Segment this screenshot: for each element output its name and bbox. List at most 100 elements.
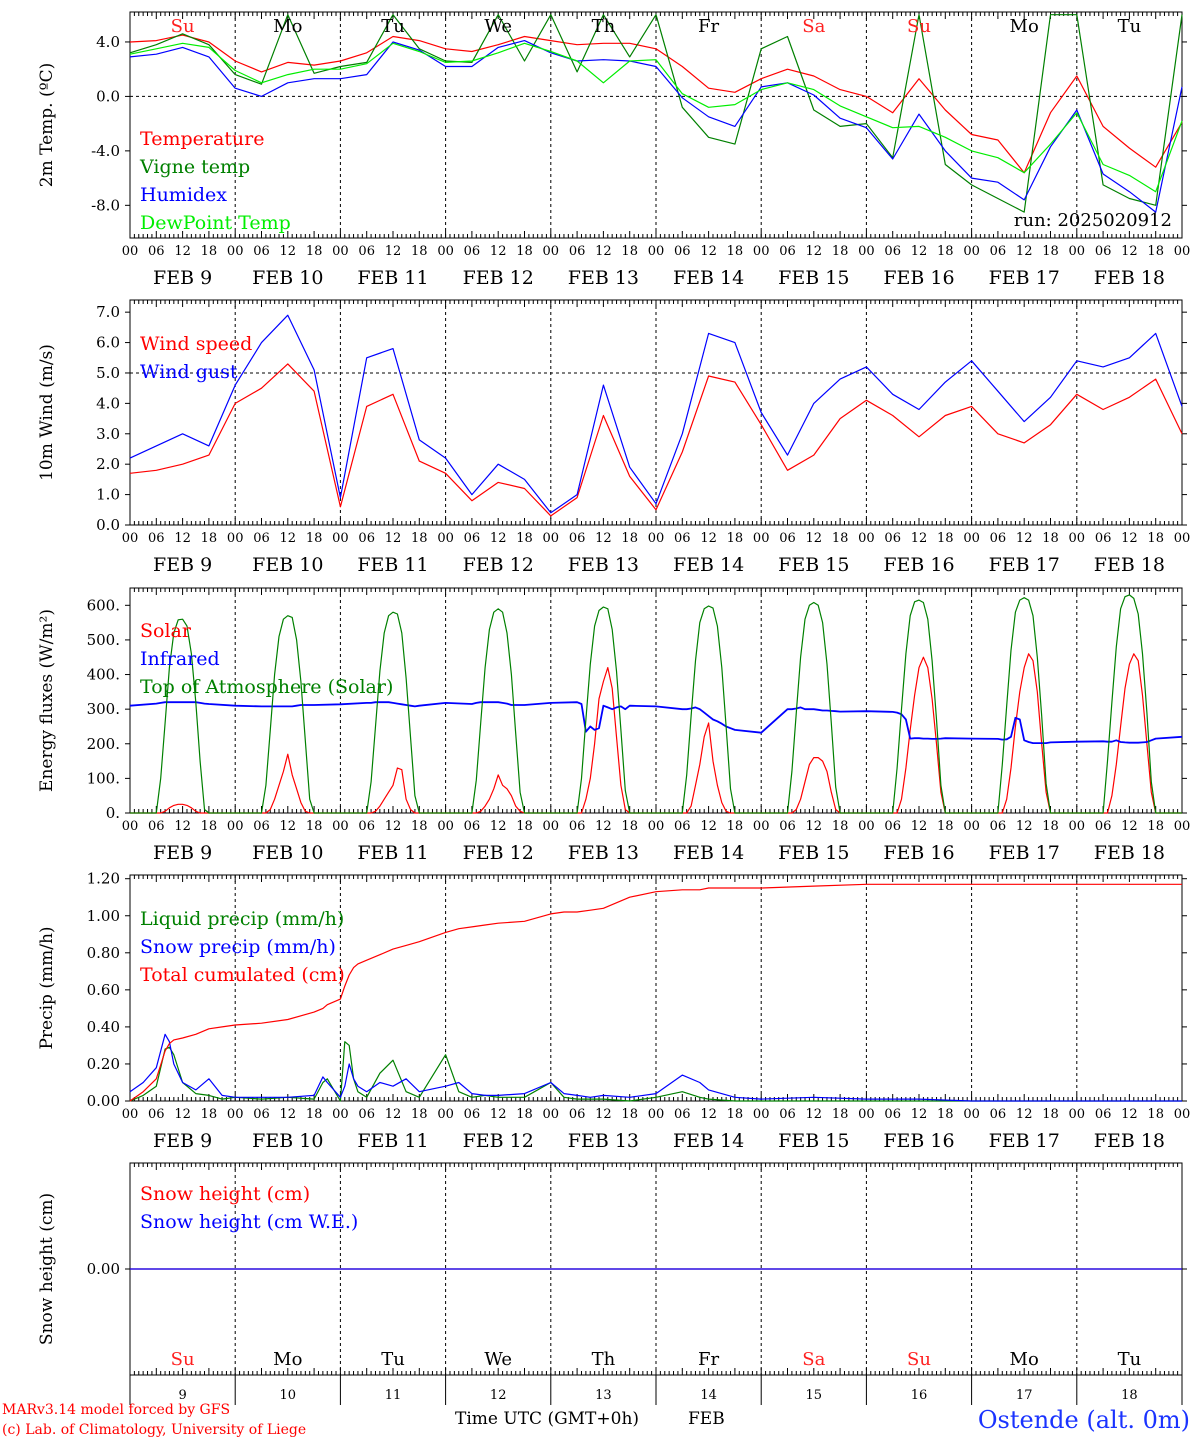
- date-label: FEB 10: [252, 842, 323, 864]
- hour-tick-label: 06: [779, 1107, 796, 1122]
- legend-entry: Humidex: [140, 184, 227, 206]
- hour-tick-label: 06: [148, 1107, 165, 1122]
- hour-tick-label: 12: [1016, 244, 1033, 259]
- day-name: Mo: [1010, 16, 1039, 37]
- hour-tick-label: 12: [280, 1107, 297, 1122]
- hour-tick-label: 12: [1121, 244, 1138, 259]
- hour-tick-label: 06: [990, 819, 1007, 834]
- hour-tick-label: 00: [543, 819, 560, 834]
- hour-tick-label: 00: [437, 244, 454, 259]
- hour-tick-label: 06: [674, 819, 691, 834]
- day-name: Su: [171, 16, 195, 37]
- day-name: Mo: [273, 16, 302, 37]
- hour-tick-label: 06: [464, 1107, 481, 1122]
- day-number: 16: [911, 1388, 928, 1403]
- hour-tick-label: 12: [174, 531, 191, 546]
- y-tick-label: 0.80: [87, 944, 120, 962]
- hour-tick-label: 18: [201, 531, 218, 546]
- hour-tick-label: 18: [832, 1107, 849, 1122]
- y-axis-label: Energy fluxes (W/m²): [37, 609, 57, 792]
- hour-tick-label: 18: [621, 244, 638, 259]
- hour-tick-label: 12: [1121, 1107, 1138, 1122]
- day-name: Th: [592, 16, 616, 37]
- hour-tick-label: 06: [1095, 244, 1112, 259]
- legend-entry: DewPoint Temp: [140, 212, 291, 234]
- hour-tick-label: 18: [306, 531, 323, 546]
- x-minor-ticks: [129, 588, 1183, 813]
- date-label: FEB 12: [463, 842, 534, 864]
- meteogram-footer: MARv3.14 model forced by GFS (c) Lab. of…: [2, 1402, 1190, 1438]
- hour-tick-label: 00: [227, 1107, 244, 1122]
- hour-tick-label: 12: [700, 244, 717, 259]
- hour-tick-label: 12: [174, 1107, 191, 1122]
- hour-tick-label: 00: [648, 531, 665, 546]
- hour-tick-label: 00: [437, 1107, 454, 1122]
- hour-tick-label: 12: [911, 819, 928, 834]
- date-label: FEB 14: [673, 842, 744, 864]
- day-name: Tu: [1118, 1349, 1142, 1370]
- date-label: FEB 11: [357, 554, 428, 576]
- hour-tick-label: 00: [753, 819, 770, 834]
- day-name: Su: [907, 16, 931, 37]
- hour-tick-label: 18: [411, 244, 428, 259]
- y-axis-label: 2m Temp. (ºC): [37, 63, 57, 188]
- credit-line-1: MARv3.14 model forced by GFS: [2, 1402, 230, 1418]
- y-tick-label: 1.00: [87, 907, 120, 925]
- y-tick-label: 100.: [87, 769, 120, 787]
- hour-tick-label: 12: [700, 531, 717, 546]
- day-number: 17: [1016, 1388, 1033, 1403]
- x-axis-month: FEB: [688, 1409, 725, 1429]
- series-line: [129, 1041, 1182, 1102]
- day-number: 18: [1121, 1388, 1138, 1403]
- hour-tick-label: 06: [569, 531, 586, 546]
- y-axis-label: 10m Wind (m/s): [37, 344, 57, 481]
- hour-tick-label: 12: [280, 244, 297, 259]
- hour-tick-label: 06: [358, 244, 375, 259]
- y-tick-label: -8.0: [91, 196, 120, 214]
- hour-tick-label: 06: [569, 1107, 586, 1122]
- hour-tick-label: 18: [832, 819, 849, 834]
- hour-tick-label: 18: [411, 1107, 428, 1122]
- hour-tick-label: 12: [490, 819, 507, 834]
- date-label: FEB 9: [153, 267, 212, 289]
- date-label: FEB 12: [463, 1130, 534, 1152]
- x-minor-ticks: [129, 1163, 1183, 1375]
- hour-tick-label: 00: [1069, 244, 1086, 259]
- day-name: Mo: [1010, 1349, 1039, 1370]
- credit-line-2: (c) Lab. of Climatology, University of L…: [2, 1422, 306, 1438]
- date-label: FEB 16: [883, 554, 954, 576]
- hour-tick-label: 18: [306, 244, 323, 259]
- hour-tick-label: 00: [122, 244, 139, 259]
- hour-tick-label: 12: [490, 531, 507, 546]
- hour-tick-label: 12: [385, 244, 402, 259]
- hour-tick-label: 06: [253, 1107, 270, 1122]
- hour-tick-label: 18: [1147, 244, 1164, 259]
- legend-entry: Snow precip (mm/h): [140, 936, 336, 958]
- hour-tick-label: 12: [700, 1107, 717, 1122]
- date-label: FEB 13: [568, 1130, 639, 1152]
- date-label: FEB 9: [153, 842, 212, 864]
- hour-tick-label: 18: [516, 244, 533, 259]
- hour-tick-label: 12: [174, 244, 191, 259]
- hour-tick-label: 00: [963, 819, 980, 834]
- date-label: FEB 18: [1094, 842, 1165, 864]
- date-label: FEB 17: [989, 554, 1060, 576]
- hour-tick-label: 12: [911, 531, 928, 546]
- y-axis-label: Precip (mm/h): [37, 926, 57, 1049]
- hour-tick-label: 12: [1016, 531, 1033, 546]
- plot-frame: [129, 299, 1183, 526]
- hour-tick-label: 12: [280, 531, 297, 546]
- hour-tick-label: 00: [122, 1107, 139, 1122]
- hour-tick-label: 00: [648, 1107, 665, 1122]
- hour-tick-label: 00: [543, 531, 560, 546]
- series-line: [129, 314, 1183, 514]
- date-label: FEB 14: [673, 1130, 744, 1152]
- hour-tick-label: 12: [700, 819, 717, 834]
- hour-tick-label: 12: [280, 819, 297, 834]
- date-label: FEB 14: [673, 554, 744, 576]
- hour-tick-label: 00: [1174, 1107, 1191, 1122]
- hour-tick-label: 18: [937, 244, 954, 259]
- hour-tick-label: 18: [201, 244, 218, 259]
- date-label: FEB 16: [883, 1130, 954, 1152]
- hour-tick-label: 18: [1042, 244, 1059, 259]
